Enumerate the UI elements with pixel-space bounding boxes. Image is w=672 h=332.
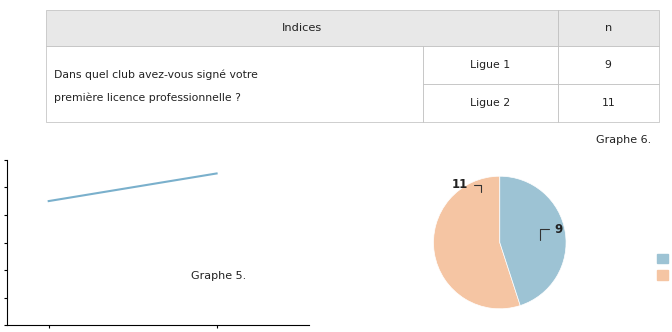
Text: 11: 11 bbox=[601, 98, 615, 108]
Text: Dans quel club avez-vous signé votre: Dans quel club avez-vous signé votre bbox=[54, 69, 258, 80]
Text: Ligue 1: Ligue 1 bbox=[470, 60, 510, 70]
Wedge shape bbox=[433, 176, 520, 309]
Text: Ligue 2: Ligue 2 bbox=[470, 98, 510, 108]
Text: Graphe 6.: Graphe 6. bbox=[597, 135, 652, 145]
Text: Indices: Indices bbox=[282, 23, 322, 33]
FancyBboxPatch shape bbox=[558, 84, 659, 122]
Text: n: n bbox=[605, 23, 612, 33]
Text: première licence professionnelle ?: première licence professionnelle ? bbox=[54, 93, 241, 103]
FancyBboxPatch shape bbox=[558, 10, 659, 46]
FancyBboxPatch shape bbox=[423, 84, 558, 122]
Text: 9: 9 bbox=[540, 222, 562, 240]
Wedge shape bbox=[500, 176, 566, 305]
Legend: Ligue 1, Ligue 2: Ligue 1, Ligue 2 bbox=[653, 250, 672, 285]
FancyBboxPatch shape bbox=[46, 10, 558, 46]
Text: Graphe 5.: Graphe 5. bbox=[191, 271, 246, 281]
FancyBboxPatch shape bbox=[558, 46, 659, 84]
FancyBboxPatch shape bbox=[423, 46, 558, 84]
Text: 11: 11 bbox=[452, 178, 481, 192]
FancyBboxPatch shape bbox=[46, 46, 423, 122]
Text: 9: 9 bbox=[605, 60, 612, 70]
